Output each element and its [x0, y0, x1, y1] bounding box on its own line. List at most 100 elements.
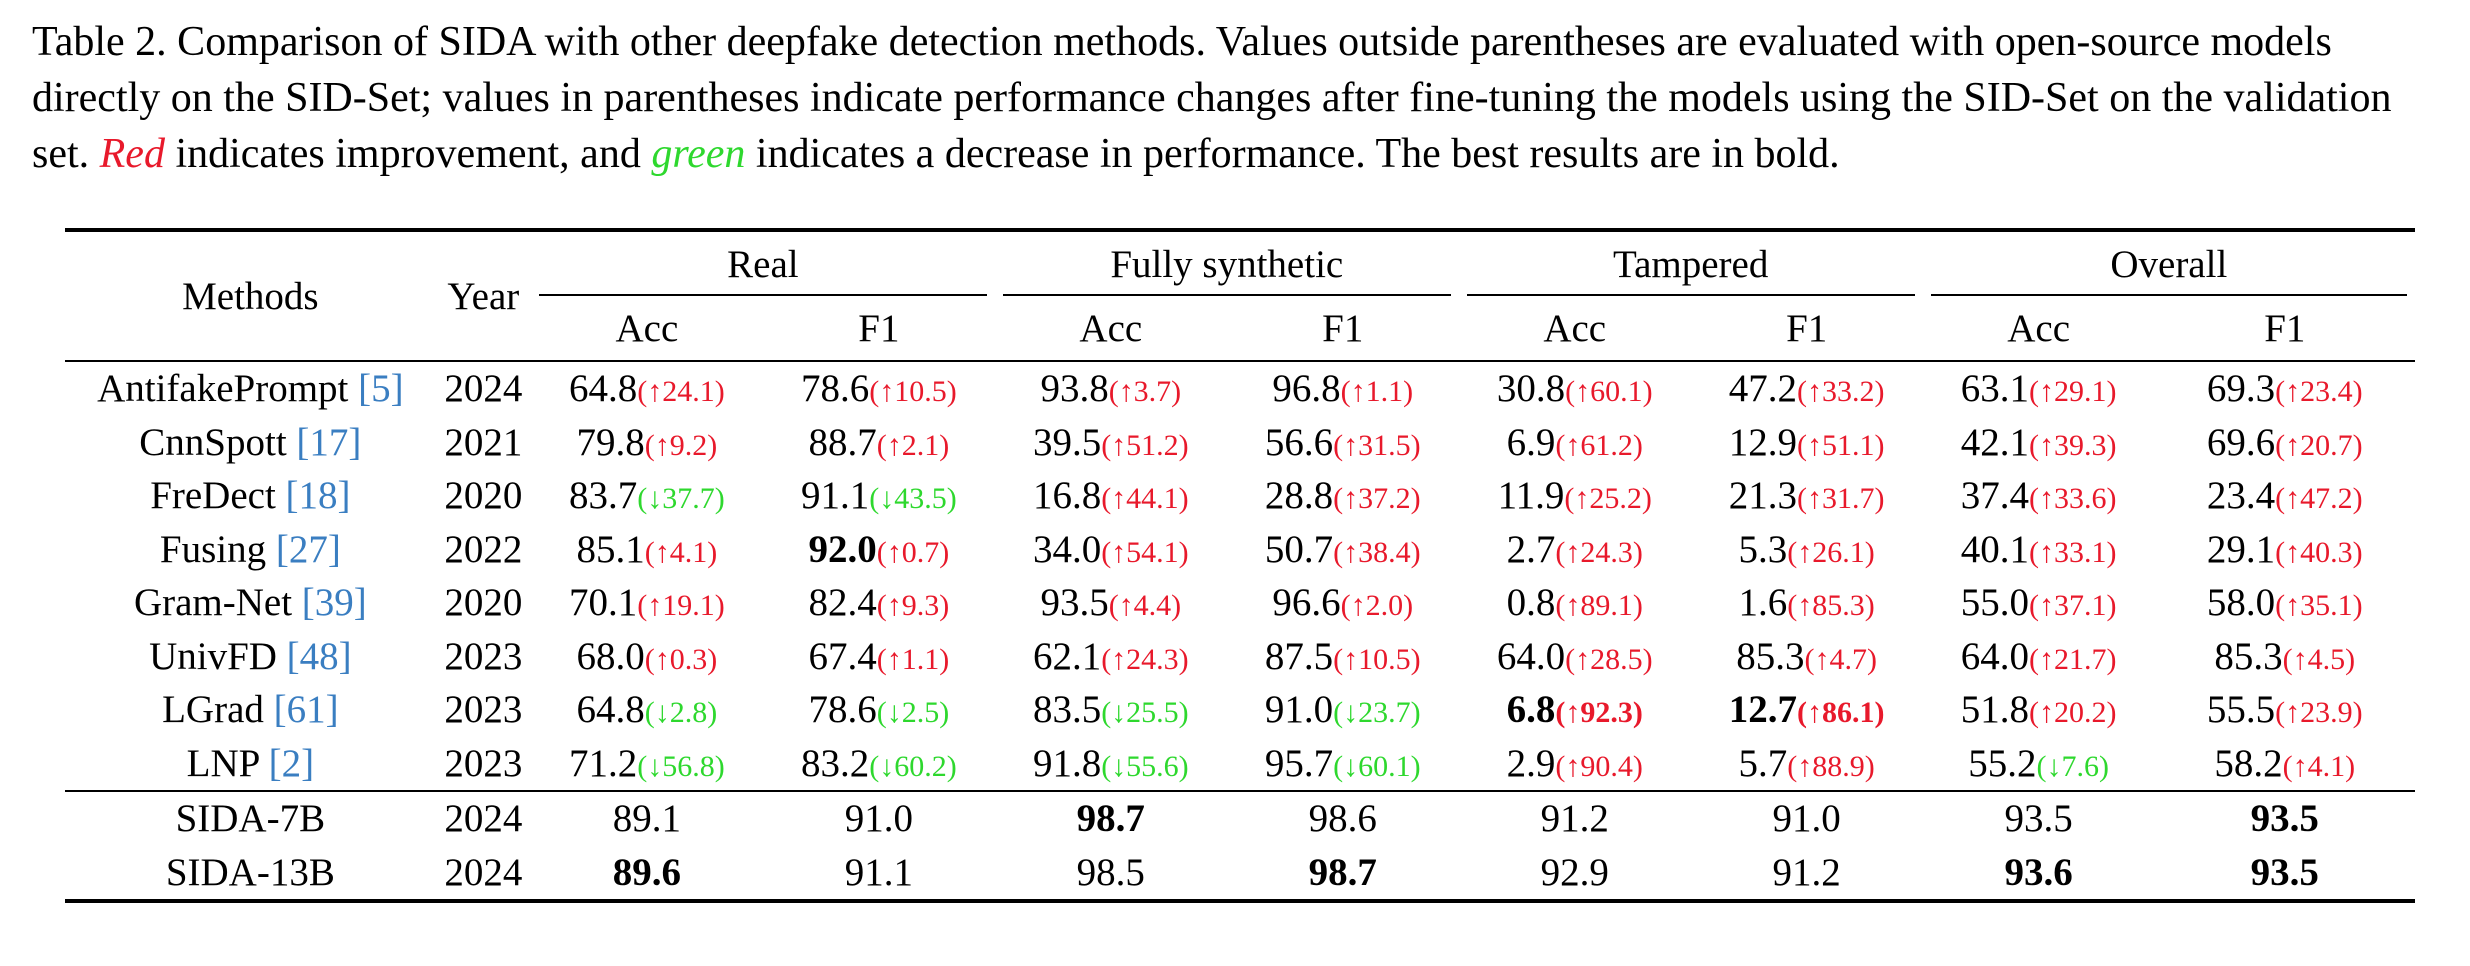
metric-cell: 92.9	[1458, 845, 1691, 903]
header-subcol: Acc	[615, 306, 679, 350]
metric-value: 29.1	[2206, 527, 2276, 571]
metric-cell: 85.3(↑4.5)	[2155, 630, 2415, 684]
header-subcol: F1	[1322, 306, 1364, 350]
caption-prefix: Table 2. Comparison of SIDA with other d…	[32, 19, 2392, 177]
caption-red-word: Red	[99, 131, 165, 177]
metric-cell: 56.6(↑31.5)	[1227, 416, 1459, 470]
table-row: LGrad [61] 2023 64.8(↓2.8) 78.6(↓2.5) 83.5(↓…	[65, 683, 2415, 737]
metric-cell: 71.2(↓56.8)	[531, 737, 763, 792]
metric-value: 64.0	[1496, 634, 1566, 678]
metric-cell: 93.8(↑3.7)	[995, 362, 1227, 416]
metric-value: 93.5	[1040, 581, 1109, 625]
metric-value: 5.7	[1738, 741, 1788, 785]
year-cell: 2024	[444, 367, 523, 411]
metric-delta: (↑20.2)	[2029, 696, 2117, 730]
comparison-table: Methods Year Real Fully synthetic Tamper…	[65, 228, 2415, 903]
metric-delta: (↓23.7)	[1333, 696, 1421, 730]
metric-delta: (↑92.3)	[1555, 696, 1643, 730]
metric-cell: 93.5(↑4.4)	[995, 576, 1227, 630]
metric-value: 58.0	[2206, 581, 2276, 625]
metric-cell: 37.4(↑33.6)	[1923, 469, 2155, 523]
metric-cell: 83.2(↓60.2)	[763, 737, 995, 792]
metric-value: 83.2	[800, 741, 870, 785]
citation-link: [2]	[268, 741, 315, 785]
caption-suffix: indicates a decrease in performance. The…	[745, 131, 1840, 177]
metric-value: 85.1	[576, 527, 645, 571]
method-name: FreDect	[150, 474, 286, 518]
metric-cell: 12.7(↑86.1)	[1691, 683, 1923, 737]
metric-cell: 98.7	[1226, 845, 1459, 903]
method-name: LGrad	[162, 688, 274, 732]
metric-value: 91.0	[1264, 688, 1334, 732]
metric-delta: (↑25.2)	[1564, 482, 1652, 516]
metric-delta: (↑89.1)	[1555, 589, 1643, 623]
metric-delta: (↓2.5)	[876, 696, 950, 730]
year-cell: 2023	[444, 741, 523, 785]
metric-value: 58.2	[2214, 741, 2283, 785]
metric-cell: 98.6	[1226, 790, 1459, 846]
metric-value: 83.5	[1032, 688, 1102, 732]
method-name-cell: AntifakePrompt [5]	[65, 362, 436, 416]
metric-cell: 85.3(↑4.7)	[1691, 630, 1923, 684]
metric-value: 96.8	[1272, 367, 1341, 411]
metric-value: 12.7	[1728, 688, 1798, 732]
metric-cell: 0.8(↑89.1)	[1459, 576, 1691, 630]
metric-value: 21.3	[1728, 474, 1798, 518]
metric-delta: (↑26.1)	[1787, 535, 1875, 569]
method-name-cell: SIDA-7B	[65, 790, 436, 846]
metric-delta: (↓60.2)	[869, 749, 957, 783]
metric-delta: (↑31.7)	[1797, 482, 1885, 516]
metric-value: 95.7	[1264, 741, 1334, 785]
citation-link: [5]	[358, 367, 404, 411]
metric-value: 37.4	[1960, 474, 2029, 518]
metric-value: 2.7	[1506, 527, 1556, 571]
metric-delta: (↑51.1)	[1797, 428, 1885, 462]
metric-value: 6.9	[1506, 420, 1556, 464]
metric-value: 2.9	[1506, 741, 1556, 785]
metric-cell: 98.5	[994, 845, 1227, 903]
metric-cell: 96.8(↑1.1)	[1227, 362, 1459, 416]
metric-cell: 51.8(↑20.2)	[1923, 683, 2155, 737]
metric-cell: 5.3(↑26.1)	[1691, 523, 1923, 577]
metric-delta: (↑4.5)	[2282, 642, 2356, 676]
metric-delta: (↑86.1)	[1797, 696, 1885, 730]
metric-cell: 16.8(↑44.1)	[995, 469, 1227, 523]
metric-cell: 85.1(↑4.1)	[531, 523, 763, 577]
table-row: SIDA-7B 2024 89.1 91.0 98.7 98.6 91.2 91.0 93.5 9…	[65, 790, 2415, 846]
metric-value: 85.3	[2214, 634, 2283, 678]
header-group-real: Real	[531, 232, 995, 296]
metric-cell: 69.3(↑23.4)	[2155, 362, 2415, 416]
metric-delta: (↑88.9)	[1787, 749, 1875, 783]
metric-cell: 70.1(↑19.1)	[531, 576, 763, 630]
metric-cell: 79.8(↑9.2)	[531, 416, 763, 470]
metric-cell: 62.1(↑24.3)	[995, 630, 1227, 684]
metric-value: 78.6	[808, 688, 877, 732]
method-name-cell: Gram-Net [39]	[65, 576, 436, 630]
metric-value: 69.3	[2206, 367, 2276, 411]
metric-cell: 91.0	[762, 790, 995, 846]
metric-value: 62.1	[1032, 634, 1102, 678]
metric-value: 70.1	[569, 581, 638, 625]
method-name-cell: SIDA-13B	[65, 845, 436, 903]
metric-cell: 93.5	[2154, 845, 2415, 903]
header-subcol: Acc	[1543, 306, 1607, 350]
metric-value: 23.4	[2206, 474, 2276, 518]
citation-link: [27]	[275, 527, 341, 571]
metric-cell: 95.7(↓60.1)	[1227, 737, 1459, 792]
metric-delta: (↑20.7)	[2275, 428, 2363, 462]
metric-cell: 93.5	[1922, 790, 2155, 846]
metric-cell: 42.1(↑39.3)	[1923, 416, 2155, 470]
method-name: Fusing	[159, 527, 276, 571]
metric-cell: 93.6	[1922, 845, 2155, 903]
metric-value: 34.0	[1032, 527, 1102, 571]
metric-cell: 98.7	[994, 790, 1227, 846]
metric-cell: 39.5(↑51.2)	[995, 416, 1227, 470]
metric-delta: (↑28.5)	[1565, 642, 1653, 676]
metric-delta: (↑33.2)	[1797, 375, 1885, 409]
metric-value: 63.1	[1960, 367, 2029, 411]
metric-value: 93.8	[1040, 367, 1109, 411]
metric-delta: (↑60.1)	[1565, 375, 1653, 409]
metric-delta: (↑2.1)	[876, 428, 950, 462]
metric-cell: 82.4(↑9.3)	[763, 576, 995, 630]
header-subcol: F1	[1786, 306, 1828, 350]
